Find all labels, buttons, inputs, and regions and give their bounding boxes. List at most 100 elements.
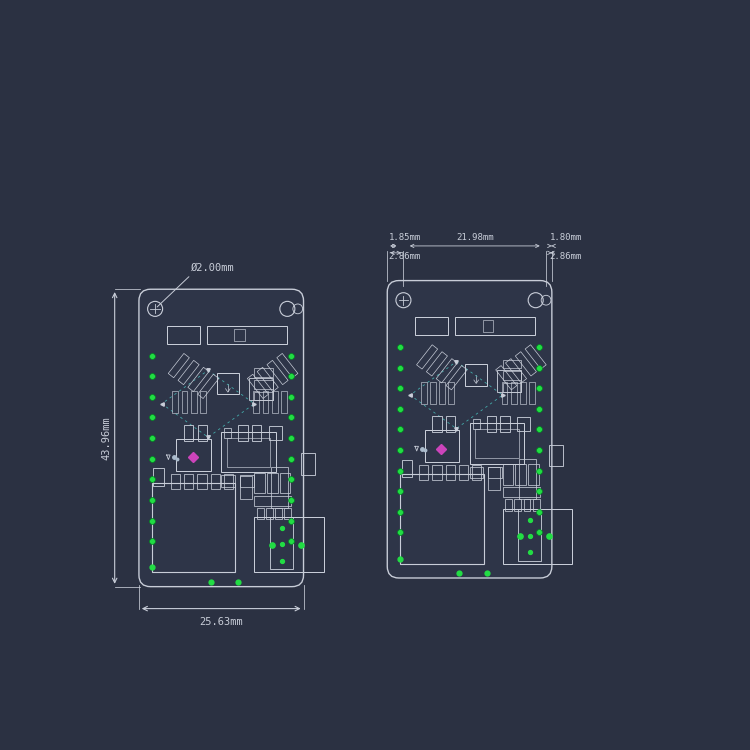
Bar: [284, 508, 292, 519]
Bar: [153, 468, 164, 485]
Bar: [482, 320, 493, 332]
Bar: [518, 417, 530, 431]
Bar: [514, 499, 521, 511]
Bar: [171, 474, 180, 488]
Bar: [197, 474, 206, 488]
FancyBboxPatch shape: [387, 280, 552, 578]
Bar: [252, 424, 261, 441]
Bar: [254, 391, 259, 413]
Bar: [178, 360, 200, 385]
Bar: [488, 467, 500, 490]
Bar: [301, 453, 315, 475]
Bar: [515, 464, 526, 484]
Bar: [497, 370, 521, 392]
FancyBboxPatch shape: [139, 290, 304, 586]
Bar: [270, 518, 293, 569]
Bar: [238, 424, 248, 441]
Bar: [207, 326, 286, 344]
Text: 1.80mm: 1.80mm: [550, 233, 582, 242]
Text: Ø2.00mm: Ø2.00mm: [191, 262, 235, 272]
Bar: [421, 382, 427, 404]
Bar: [182, 391, 188, 413]
Bar: [476, 429, 519, 457]
Bar: [455, 317, 535, 335]
Bar: [254, 380, 273, 388]
Bar: [511, 382, 517, 404]
Bar: [520, 382, 526, 404]
Bar: [525, 345, 546, 369]
Text: 2.86mm: 2.86mm: [388, 252, 420, 261]
Bar: [472, 466, 482, 480]
Bar: [172, 391, 178, 413]
Bar: [496, 365, 517, 390]
Bar: [224, 474, 233, 488]
Bar: [440, 382, 445, 404]
Bar: [254, 473, 265, 494]
Bar: [459, 466, 468, 480]
Bar: [277, 353, 298, 378]
Bar: [240, 476, 251, 499]
Bar: [184, 424, 194, 441]
Bar: [176, 439, 212, 470]
Bar: [465, 364, 488, 386]
Bar: [487, 416, 496, 432]
Bar: [254, 392, 273, 400]
Text: 43.96mm: 43.96mm: [101, 416, 111, 460]
Bar: [472, 419, 480, 429]
Bar: [221, 476, 235, 487]
Bar: [188, 368, 209, 392]
Bar: [254, 496, 292, 506]
Bar: [221, 432, 276, 472]
Bar: [518, 509, 542, 561]
Bar: [524, 499, 530, 511]
Bar: [166, 326, 200, 344]
Text: 21.98mm: 21.98mm: [456, 233, 494, 242]
Bar: [198, 374, 219, 398]
Bar: [503, 360, 521, 368]
Bar: [506, 358, 526, 383]
Bar: [415, 317, 448, 335]
Bar: [503, 383, 521, 392]
Bar: [427, 352, 448, 376]
Bar: [211, 474, 220, 488]
Bar: [256, 508, 264, 519]
Bar: [152, 483, 236, 572]
Bar: [267, 473, 278, 494]
Bar: [402, 460, 412, 477]
Bar: [430, 382, 436, 404]
Bar: [271, 467, 288, 508]
Bar: [488, 466, 502, 478]
Bar: [254, 518, 324, 572]
Bar: [254, 368, 273, 377]
Bar: [448, 382, 454, 404]
Text: 1.85mm: 1.85mm: [388, 233, 421, 242]
Bar: [530, 382, 535, 404]
Bar: [532, 499, 540, 511]
Bar: [198, 424, 207, 441]
Bar: [502, 382, 508, 404]
Bar: [266, 508, 273, 519]
Bar: [224, 427, 231, 438]
Bar: [419, 466, 428, 480]
Bar: [446, 466, 454, 480]
Bar: [400, 474, 484, 563]
Bar: [528, 464, 538, 484]
Bar: [280, 473, 290, 494]
Bar: [249, 378, 273, 400]
Text: 2.86mm: 2.86mm: [549, 252, 581, 261]
Bar: [191, 391, 196, 413]
Bar: [519, 459, 536, 499]
Bar: [200, 391, 206, 413]
Bar: [257, 368, 278, 392]
Bar: [168, 353, 189, 378]
Bar: [416, 345, 438, 369]
Bar: [500, 416, 510, 432]
Bar: [240, 476, 254, 487]
Bar: [470, 466, 484, 478]
Bar: [503, 464, 513, 484]
Bar: [505, 499, 512, 511]
Bar: [446, 365, 467, 390]
Bar: [234, 329, 244, 340]
Bar: [267, 360, 288, 385]
Bar: [184, 474, 194, 488]
